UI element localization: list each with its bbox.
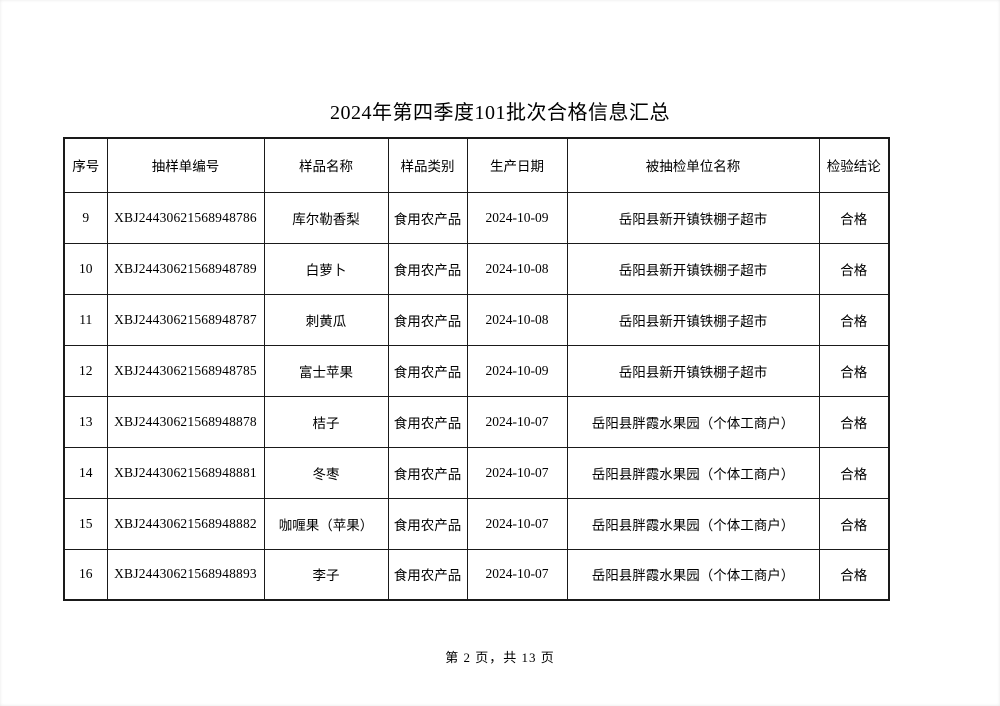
cell-prod-date: 2024-10-07 bbox=[466, 446, 568, 499]
cell-index: 16 bbox=[63, 548, 108, 601]
cell-category: 食用农产品 bbox=[387, 293, 468, 346]
column-header-index: 序号 bbox=[63, 137, 108, 193]
cell-unit-name: 岳阳县新开镇铁棚子超市 bbox=[566, 293, 820, 346]
cell-index: 11 bbox=[63, 293, 108, 346]
cell-category: 食用农产品 bbox=[387, 497, 468, 550]
table-row: 12 XBJ24430621568948785 富士苹果 食用农产品 2024-… bbox=[63, 344, 890, 397]
cell-prod-date: 2024-10-07 bbox=[466, 548, 568, 601]
cell-category: 食用农产品 bbox=[387, 548, 468, 601]
cell-index: 14 bbox=[63, 446, 108, 499]
cell-conclusion: 合格 bbox=[818, 497, 890, 550]
table-row: 10 XBJ24430621568948789 白萝卜 食用农产品 2024-1… bbox=[63, 242, 890, 295]
cell-sample-name: 桔子 bbox=[263, 395, 389, 448]
cell-sample-id: XBJ24430621568948878 bbox=[106, 395, 265, 448]
table-row: 14 XBJ24430621568948881 冬枣 食用农产品 2024-10… bbox=[63, 446, 890, 499]
cell-conclusion: 合格 bbox=[818, 344, 890, 397]
table-row: 15 XBJ24430621568948882 咖喱果（苹果） 食用农产品 20… bbox=[63, 497, 890, 550]
cell-index: 12 bbox=[63, 344, 108, 397]
cell-sample-id: XBJ24430621568948893 bbox=[106, 548, 265, 601]
cell-conclusion: 合格 bbox=[818, 446, 890, 499]
column-header-unit-name: 被抽检单位名称 bbox=[566, 137, 820, 193]
cell-prod-date: 2024-10-09 bbox=[466, 344, 568, 397]
cell-sample-name: 刺黄瓜 bbox=[263, 293, 389, 346]
cell-prod-date: 2024-10-07 bbox=[466, 497, 568, 550]
cell-prod-date: 2024-10-08 bbox=[466, 293, 568, 346]
cell-prod-date: 2024-10-07 bbox=[466, 395, 568, 448]
cell-category: 食用农产品 bbox=[387, 344, 468, 397]
cell-sample-id: XBJ24430621568948787 bbox=[106, 293, 265, 346]
cell-sample-name: 咖喱果（苹果） bbox=[263, 497, 389, 550]
cell-conclusion: 合格 bbox=[818, 548, 890, 601]
cell-index: 9 bbox=[63, 191, 108, 244]
column-header-category: 样品类别 bbox=[387, 137, 468, 193]
cell-conclusion: 合格 bbox=[818, 191, 890, 244]
cell-sample-name: 库尔勒香梨 bbox=[263, 191, 389, 244]
cell-unit-name: 岳阳县胖霞水果园（个体工商户） bbox=[566, 395, 820, 448]
table-row: 11 XBJ24430621568948787 刺黄瓜 食用农产品 2024-1… bbox=[63, 293, 890, 346]
cell-index: 13 bbox=[63, 395, 108, 448]
cell-unit-name: 岳阳县新开镇铁棚子超市 bbox=[566, 191, 820, 244]
cell-category: 食用农产品 bbox=[387, 446, 468, 499]
cell-prod-date: 2024-10-08 bbox=[466, 242, 568, 295]
cell-conclusion: 合格 bbox=[818, 293, 890, 346]
cell-sample-name: 白萝卜 bbox=[263, 242, 389, 295]
cell-unit-name: 岳阳县胖霞水果园（个体工商户） bbox=[566, 548, 820, 601]
table-row: 13 XBJ24430621568948878 桔子 食用农产品 2024-10… bbox=[63, 395, 890, 448]
cell-unit-name: 岳阳县胖霞水果园（个体工商户） bbox=[566, 497, 820, 550]
cell-sample-name: 李子 bbox=[263, 548, 389, 601]
table-header-row: 序号 抽样单编号 样品名称 样品类别 生产日期 被抽检单位名称 检验结论 bbox=[63, 137, 890, 193]
cell-sample-id: XBJ24430621568948786 bbox=[106, 191, 265, 244]
cell-sample-id: XBJ24430621568948882 bbox=[106, 497, 265, 550]
cell-unit-name: 岳阳县新开镇铁棚子超市 bbox=[566, 344, 820, 397]
page-title: 2024年第四季度101批次合格信息汇总 bbox=[330, 102, 670, 124]
cell-category: 食用农产品 bbox=[387, 242, 468, 295]
table-row: 16 XBJ24430621568948893 李子 食用农产品 2024-10… bbox=[63, 548, 890, 601]
column-header-sample-id: 抽样单编号 bbox=[106, 137, 265, 193]
cell-sample-id: XBJ24430621568948789 bbox=[106, 242, 265, 295]
cell-index: 15 bbox=[63, 497, 108, 550]
cell-category: 食用农产品 bbox=[387, 395, 468, 448]
cell-sample-id: XBJ24430621568948785 bbox=[106, 344, 265, 397]
cell-sample-name: 冬枣 bbox=[263, 446, 389, 499]
cell-conclusion: 合格 bbox=[818, 395, 890, 448]
cell-unit-name: 岳阳县胖霞水果园（个体工商户） bbox=[566, 446, 820, 499]
table-row: 9 XBJ24430621568948786 库尔勒香梨 食用农产品 2024-… bbox=[63, 191, 890, 244]
column-header-prod-date: 生产日期 bbox=[466, 137, 568, 193]
inspection-results-table: 序号 抽样单编号 样品名称 样品类别 生产日期 被抽检单位名称 检验结论 9 X… bbox=[63, 137, 890, 601]
column-header-sample-name: 样品名称 bbox=[263, 137, 389, 193]
cell-prod-date: 2024-10-09 bbox=[466, 191, 568, 244]
cell-sample-id: XBJ24430621568948881 bbox=[106, 446, 265, 499]
cell-unit-name: 岳阳县新开镇铁棚子超市 bbox=[566, 242, 820, 295]
page-number-footer: 第 2 页，共 13 页 bbox=[445, 650, 555, 665]
column-header-conclusion: 检验结论 bbox=[818, 137, 890, 193]
cell-sample-name: 富士苹果 bbox=[263, 344, 389, 397]
cell-conclusion: 合格 bbox=[818, 242, 890, 295]
cell-index: 10 bbox=[63, 242, 108, 295]
cell-category: 食用农产品 bbox=[387, 191, 468, 244]
